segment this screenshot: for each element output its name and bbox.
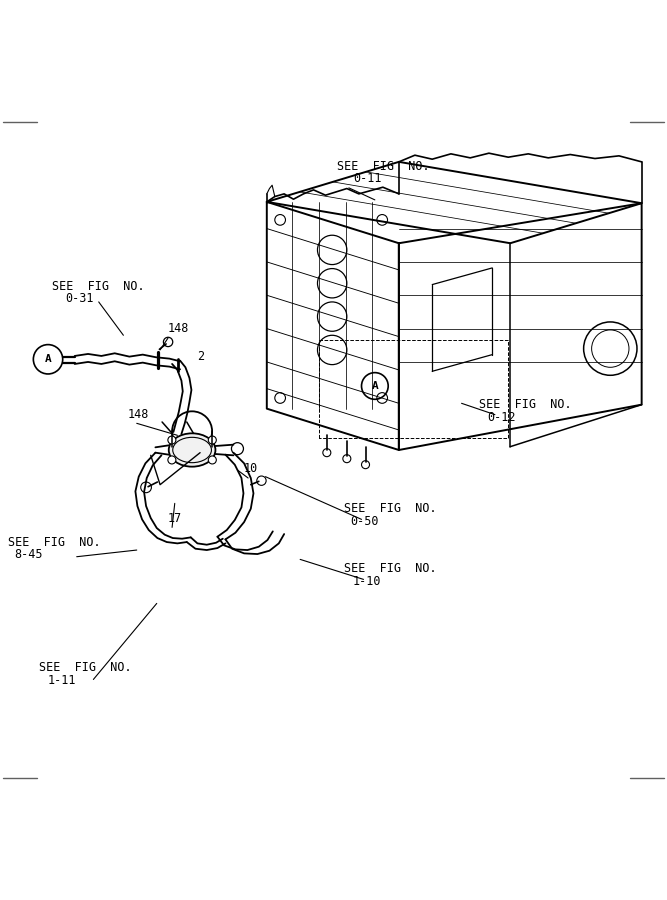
Text: 2: 2 [197, 350, 205, 364]
Ellipse shape [169, 433, 215, 467]
Circle shape [208, 436, 216, 444]
Circle shape [362, 461, 370, 469]
Circle shape [141, 482, 151, 492]
Text: SEE  FIG  NO.: SEE FIG NO. [39, 662, 131, 674]
Text: 1-10: 1-10 [352, 575, 381, 588]
Circle shape [163, 338, 173, 346]
Circle shape [231, 443, 243, 454]
Text: SEE  FIG  NO.: SEE FIG NO. [337, 159, 430, 173]
Circle shape [168, 456, 176, 464]
Text: 148: 148 [128, 408, 149, 420]
Text: 0-50: 0-50 [350, 515, 379, 528]
Circle shape [323, 449, 331, 456]
Text: A: A [372, 381, 378, 391]
Text: 1-11: 1-11 [48, 674, 77, 687]
Text: 0-31: 0-31 [65, 292, 94, 305]
Text: 17: 17 [168, 512, 182, 525]
Text: SEE  FIG  NO.: SEE FIG NO. [344, 562, 436, 575]
Text: 8-45: 8-45 [15, 548, 43, 562]
Text: SEE  FIG  NO.: SEE FIG NO. [344, 502, 436, 516]
Circle shape [168, 436, 176, 444]
Text: SEE  FIG  NO.: SEE FIG NO. [52, 280, 145, 292]
Text: 148: 148 [168, 322, 189, 336]
Text: 0-11: 0-11 [354, 172, 382, 185]
Circle shape [343, 454, 351, 463]
Text: A: A [45, 355, 51, 365]
Text: SEE  FIG  NO.: SEE FIG NO. [479, 399, 572, 411]
Circle shape [208, 456, 216, 464]
Text: SEE  FIG  NO.: SEE FIG NO. [8, 536, 101, 549]
Circle shape [257, 476, 266, 485]
Text: 10: 10 [244, 463, 258, 475]
Text: 0-12: 0-12 [487, 411, 516, 424]
